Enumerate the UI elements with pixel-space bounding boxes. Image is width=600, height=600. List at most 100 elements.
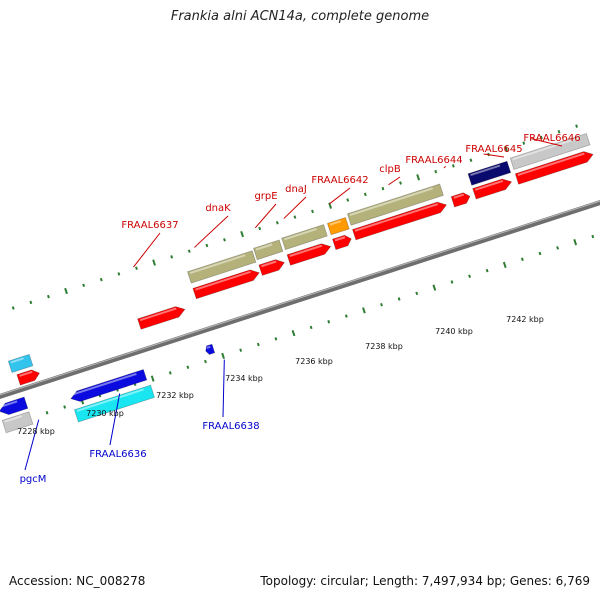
feature-grey-top	[509, 132, 591, 171]
cds-dnaj-shine	[289, 244, 323, 258]
cds-fraal6637	[137, 306, 186, 330]
top-tick-minor	[47, 294, 50, 299]
backbone-line	[0, 199, 600, 400]
cds-pgcm	[0, 396, 29, 416]
leader-bottom-1	[109, 393, 121, 446]
bottom-tick-major	[150, 375, 155, 382]
bottom-tick-minor	[256, 342, 260, 347]
top-tick-minor	[275, 221, 279, 225]
top-tick-minor	[135, 266, 138, 270]
cds-fraal6646	[514, 151, 594, 185]
cds-fraal6645-shine	[474, 179, 504, 191]
gene-label-top: dnaJ	[285, 184, 307, 195]
cds-fraal6636-blue	[70, 368, 148, 402]
cds-fraal6642	[331, 234, 352, 251]
gene-label-bottom: pgcM	[20, 474, 47, 485]
cds-fraal6637-shine	[139, 307, 177, 322]
feature-lightblue-shine	[10, 357, 24, 364]
cds-left-red	[16, 369, 41, 386]
top-tick-minor	[82, 283, 86, 288]
rna-olive-3-shine	[283, 228, 317, 241]
cds-fraal6645	[472, 178, 513, 200]
leader-top-1	[194, 215, 229, 248]
bottom-tick-minor	[468, 274, 471, 279]
feature-orange	[326, 216, 350, 236]
leader-top-2	[254, 203, 277, 229]
bottom-tick-major	[573, 238, 578, 246]
top-tick-minor	[29, 300, 33, 305]
gene-label-bottom: FRAAL6636	[89, 449, 146, 460]
leader-top-8	[531, 138, 563, 147]
bottom-tick-major	[221, 352, 225, 360]
gene-label-top: FRAAL6642	[311, 175, 368, 186]
top-tick-minor	[99, 277, 103, 282]
cds-fraal6636-blue-shine	[71, 372, 137, 396]
cds-fraal6638	[205, 343, 216, 355]
cds-clpb-shine	[354, 203, 439, 232]
top-tick-major	[416, 174, 421, 181]
leader-top-5	[388, 176, 401, 186]
gene-label-top: dnaK	[205, 203, 231, 214]
gene-features	[0, 132, 594, 434]
gene-label-top: FRAAL6645	[465, 144, 522, 155]
bottom-tick-minor	[63, 405, 67, 409]
top-tick-major	[240, 230, 244, 238]
scale-label: 7240 kbp	[435, 327, 473, 336]
cds-grpe-shine	[261, 260, 277, 268]
topology-text: Topology: circular; Length: 7,497,934 bp…	[260, 574, 590, 588]
bottom-tick-minor	[168, 371, 172, 375]
feature-navy-shine	[470, 164, 501, 177]
top-tick-minor	[117, 272, 121, 276]
backbone-highlight	[0, 200, 600, 396]
bottom-tick-minor	[520, 257, 524, 261]
feature-lightblue	[7, 353, 34, 374]
bottom-tick-minor	[591, 234, 595, 239]
top-tick-minor	[381, 186, 385, 191]
top-tick-minor	[399, 181, 402, 185]
feature-grey-top-shine	[512, 136, 580, 161]
gene-label-top: grpE	[254, 191, 277, 202]
bottom-tick-minor	[204, 359, 207, 364]
bottom-tick-major	[291, 329, 296, 337]
leader-top-4	[329, 187, 351, 205]
scale-labels: 7228 kbp 7230 kbp 7232 kbp 7234 kbp 7236 kbp…	[17, 315, 544, 436]
top-tick-minor	[522, 141, 526, 145]
accession-text: Accession: NC_008278	[9, 574, 146, 588]
top-tick-minor	[539, 135, 543, 140]
leader-bottom-0	[24, 419, 40, 471]
genome-backbone	[0, 199, 600, 400]
bottom-tick-major	[432, 284, 437, 291]
gene-label-top: FRAAL6646	[523, 133, 580, 144]
leader-top-7	[483, 153, 505, 158]
leader-top-6	[443, 165, 446, 169]
top-tick-minor	[11, 306, 15, 310]
cds-fraal6642-shine	[334, 236, 346, 242]
feature-grey-bottom-shine	[4, 415, 23, 423]
feature-grey-bottom	[1, 411, 34, 434]
top-tick-major	[504, 145, 509, 153]
bottom-tick-minor	[380, 302, 383, 307]
scale-label: 7242 kbp	[506, 315, 544, 324]
cds-left-red-shine	[19, 370, 33, 377]
rna-olive-2	[252, 239, 284, 261]
top-tick-major	[152, 259, 156, 266]
cds-fraal6644	[450, 192, 471, 208]
bottom-tick-minor	[538, 251, 542, 256]
cds-dnak-shine	[195, 270, 251, 291]
rna-olive-4	[346, 183, 444, 226]
top-tick-minor	[434, 169, 438, 174]
cds-grpe	[258, 259, 286, 276]
top-tick-minor	[575, 124, 578, 128]
scale-label: 7238 kbp	[365, 342, 403, 351]
rna-olive-2-shine	[255, 243, 273, 251]
top-tick-minor	[223, 238, 226, 242]
gene-label-top: FRAAL6644	[405, 155, 462, 166]
top-tick-minor	[205, 243, 209, 248]
top-tick-minor	[293, 215, 297, 219]
bottom-tick-minor	[556, 246, 559, 250]
top-tick-minor	[258, 226, 262, 231]
bottom-tick-minor	[397, 297, 401, 301]
bottom-tick-minor	[45, 410, 49, 415]
bottom-tick-minor	[415, 291, 419, 296]
